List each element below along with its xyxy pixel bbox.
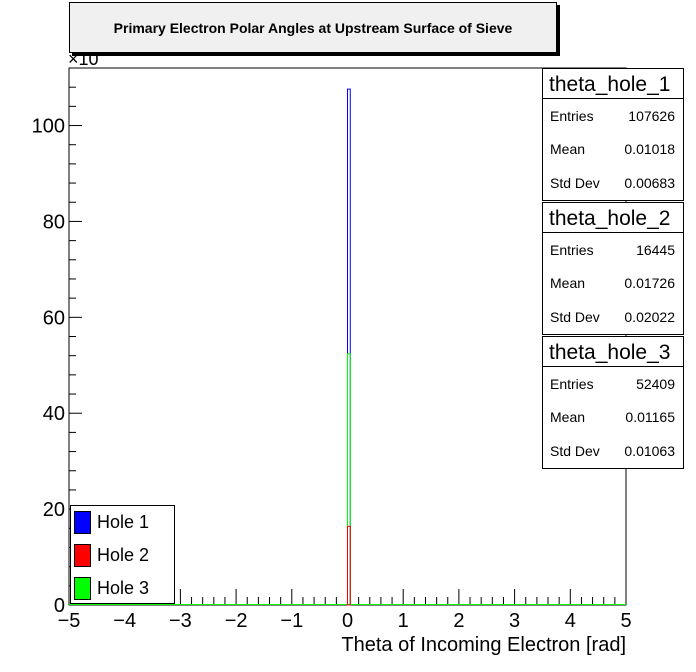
- stats-value: 0.01063: [624, 442, 675, 459]
- x-tick-label: 4: [565, 610, 576, 632]
- chart-title: Primary Electron Polar Angles at Upstrea…: [69, 2, 557, 53]
- stats-box-hole-3: theta_hole_3 Entries 52409 Mean 0.01165 St…: [542, 336, 684, 469]
- legend: Hole 1 Hole 2 Hole 3: [70, 505, 175, 604]
- x-tick-label: 0: [342, 610, 353, 632]
- stats-row-std: Std Dev 0.00683: [543, 166, 683, 200]
- x-tick-label: −5: [58, 610, 81, 632]
- stats-row-mean: Mean 0.01018: [543, 133, 683, 167]
- x-axis-title: Theta of Incoming Electron [rad]: [341, 634, 626, 656]
- stats-label: Mean: [550, 409, 586, 426]
- y-axis-ticks: 0 20 40 60 80 100: [32, 86, 82, 617]
- y-exponent-label: ×10: [68, 49, 99, 69]
- histogram-bar-hole-2: [347, 525, 351, 606]
- stats-row-std: Std Dev 0.01063: [543, 434, 683, 468]
- stats-value: 107626: [628, 107, 675, 124]
- stats-label: Std Dev: [550, 442, 600, 459]
- legend-label: Hole 2: [97, 545, 150, 565]
- stats-value: 0.00683: [624, 174, 675, 191]
- stats-row-entries: Entries 107626: [543, 99, 683, 133]
- legend-swatch: [74, 544, 91, 567]
- histogram-bars: [69, 88, 626, 606]
- x-tick-label: 5: [620, 610, 631, 632]
- stats-row-mean: Mean 0.01165: [543, 401, 683, 435]
- x-tick-label: 2: [453, 610, 464, 632]
- x-tick-label: 1: [398, 610, 409, 632]
- x-tick-label: 3: [509, 610, 520, 632]
- legend-swatch: [74, 577, 91, 600]
- stats-value: 0.02022: [624, 308, 675, 325]
- y-tick-label: 20: [43, 499, 65, 521]
- y-tick-label: 40: [43, 403, 65, 425]
- stats-value: 16445: [636, 241, 675, 258]
- x-tick-label: −3: [169, 610, 192, 632]
- stats-title: theta_hole_2: [543, 203, 683, 233]
- stats-value: 0.01165: [625, 409, 675, 426]
- x-tick-label: −4: [113, 610, 136, 632]
- legend-item-hole-2: Hole 2: [71, 539, 174, 572]
- stats-row-std: Std Dev 0.02022: [543, 300, 683, 334]
- x-axis-ticks: −5 −4 −3 −2 −1 0 1 2 3 4 5: [58, 589, 632, 632]
- stats-box-hole-1: theta_hole_1 Entries 107626 Mean 0.01018 S…: [542, 68, 684, 201]
- stats-row-mean: Mean 0.01726: [543, 267, 683, 301]
- legend-item-hole-1: Hole 1: [71, 506, 174, 539]
- x-tick-label: −1: [280, 610, 303, 632]
- stats-value: 0.01018: [624, 141, 675, 158]
- stats-value: 0.01726: [624, 275, 675, 292]
- stats-box-hole-2: theta_hole_2 Entries 16445 Mean 0.01726 St…: [542, 202, 684, 335]
- stats-title: theta_hole_3: [543, 337, 683, 367]
- y-tick-label: 60: [43, 307, 65, 329]
- legend-swatch: [74, 511, 91, 534]
- stats-title: theta_hole_1: [543, 69, 683, 99]
- stats-row-entries: Entries 16445: [543, 233, 683, 267]
- stats-label: Std Dev: [550, 174, 600, 191]
- y-tick-label: 80: [43, 211, 65, 233]
- y-tick-label: 100: [32, 116, 65, 138]
- stats-value: 52409: [636, 375, 675, 392]
- stats-label: Entries: [550, 375, 594, 392]
- stats-label: Mean: [550, 141, 586, 158]
- stats-label: Std Dev: [550, 308, 600, 325]
- stats-label: Entries: [550, 107, 594, 124]
- stats-label: Entries: [550, 241, 594, 258]
- legend-label: Hole 1: [97, 512, 150, 532]
- stats-label: Mean: [550, 275, 586, 292]
- y-tick-label: 0: [54, 595, 65, 617]
- stats-row-entries: Entries 52409: [543, 367, 683, 401]
- x-tick-label: −2: [225, 610, 248, 632]
- legend-item-hole-3: Hole 3: [71, 572, 174, 605]
- legend-label: Hole 3: [97, 578, 150, 598]
